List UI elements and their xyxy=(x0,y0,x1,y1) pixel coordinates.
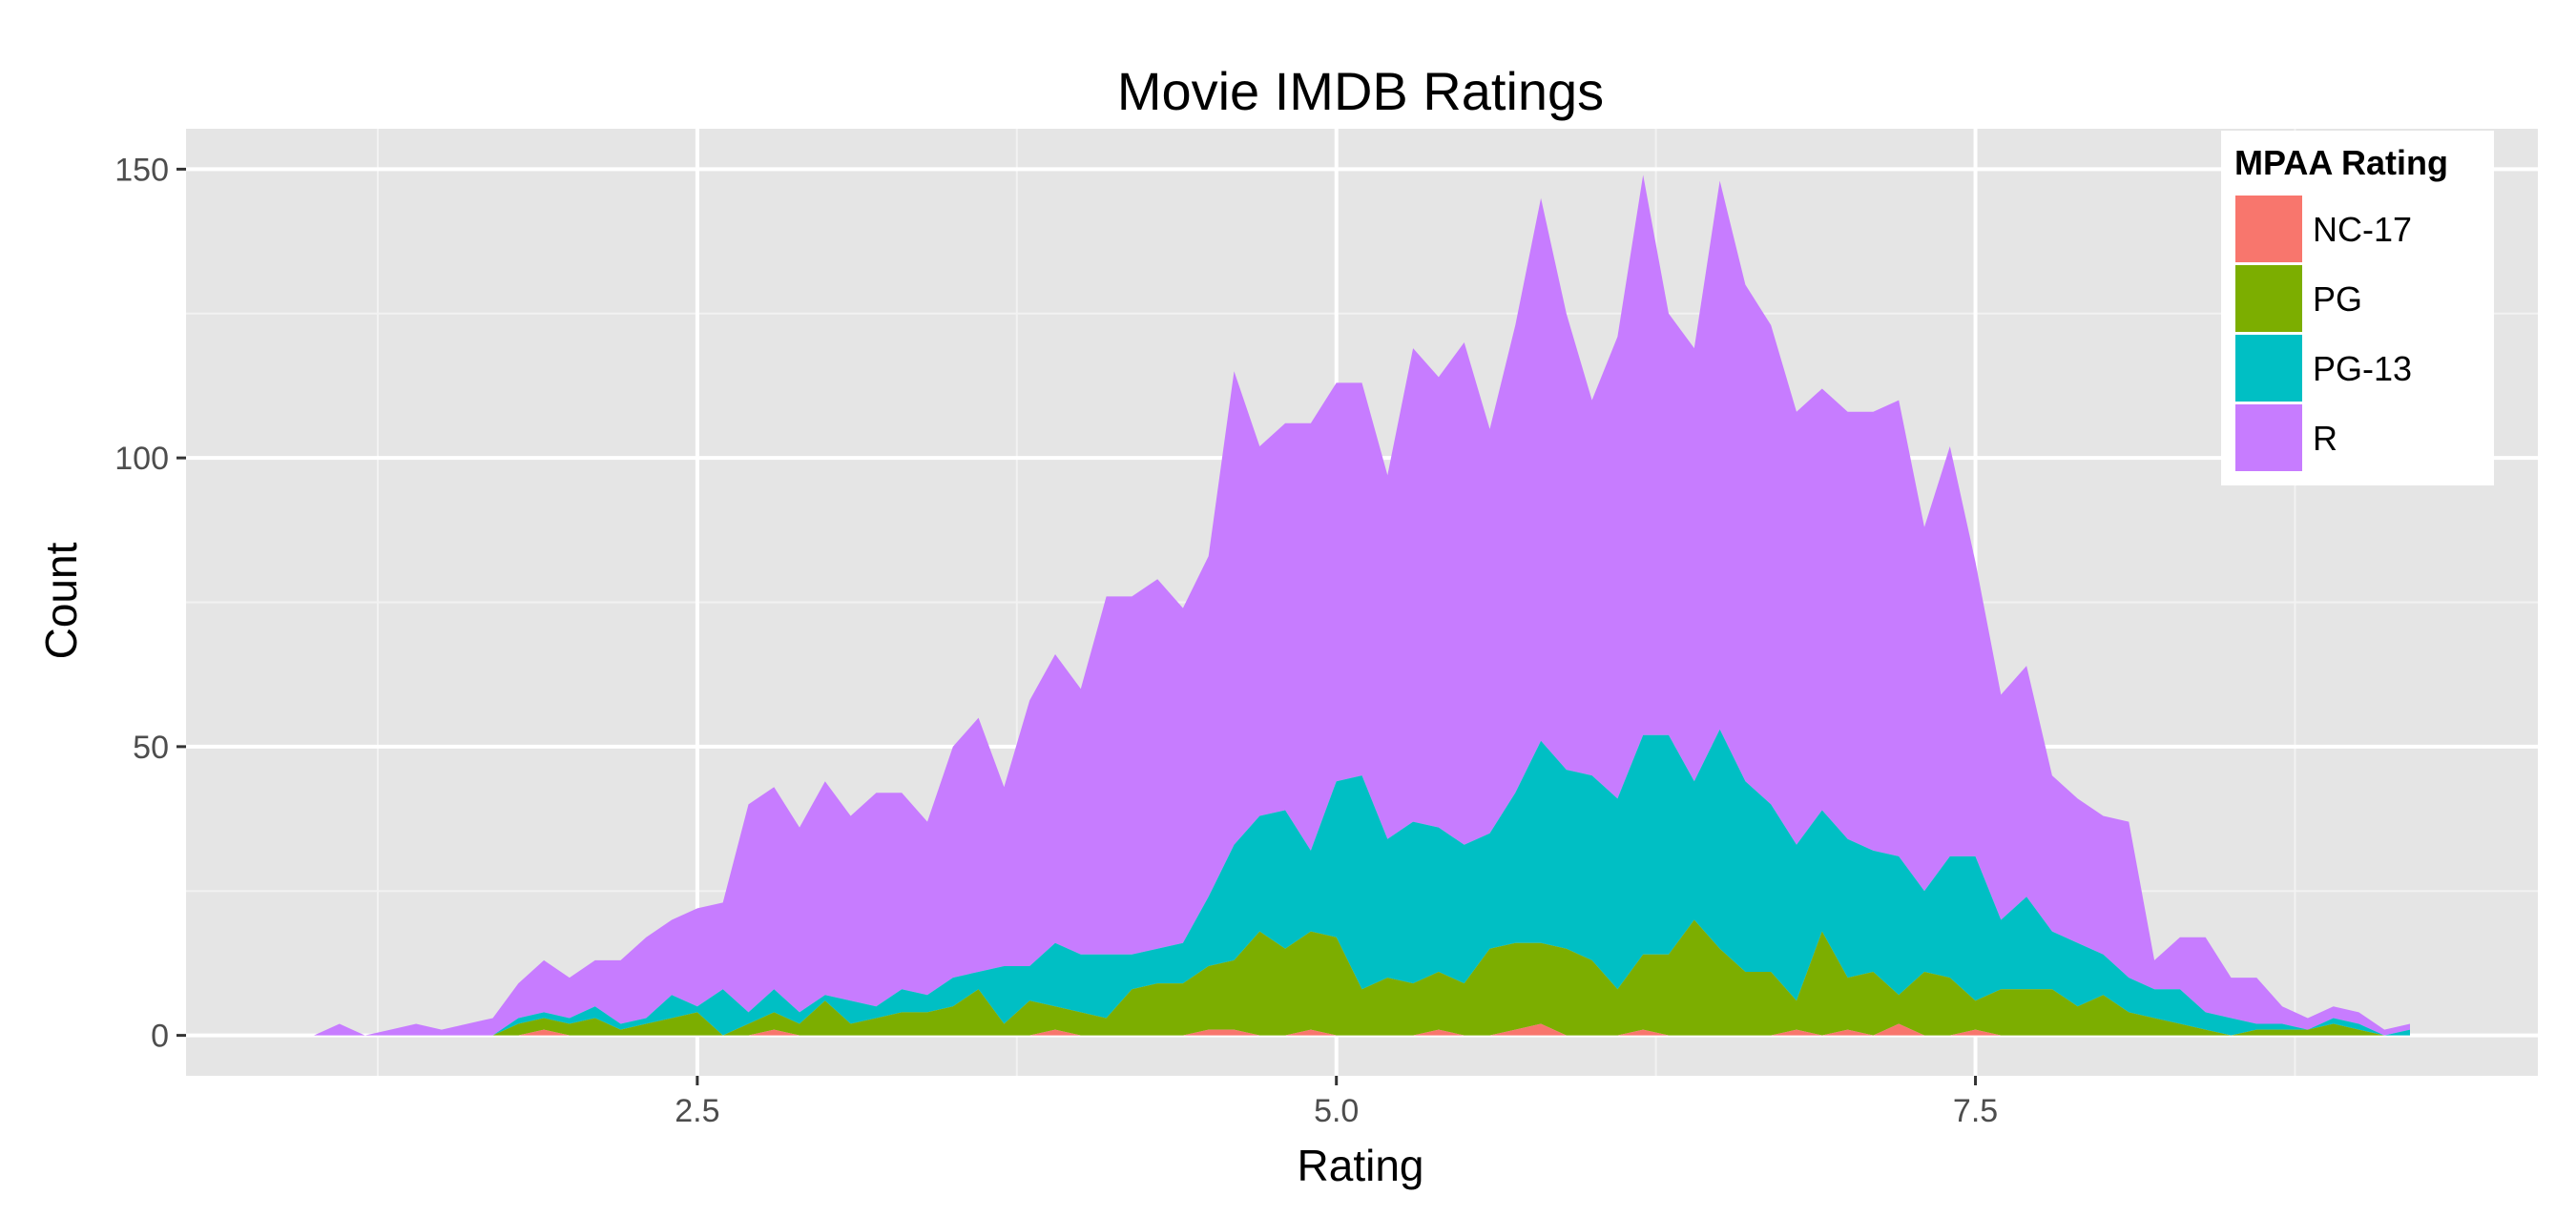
area-pg xyxy=(314,919,2410,1036)
legend-swatch-pg xyxy=(2235,265,2302,332)
area-pg-13 xyxy=(314,729,2410,1036)
x-axis-ticks: 2.5 5.0 7.5 xyxy=(675,1076,1998,1129)
legend-swatch-r xyxy=(2235,404,2302,471)
y-axis-title: Count xyxy=(36,542,86,659)
area-r xyxy=(314,175,2410,1036)
legend-items: NC-17 PG PG-13 R xyxy=(2235,196,2412,471)
x-tick-label: 2.5 xyxy=(675,1093,719,1129)
legend-label-nc-17: NC-17 xyxy=(2313,210,2412,249)
x-tick-label: 7.5 xyxy=(1953,1093,1998,1129)
chart-title: Movie IMDB Ratings xyxy=(1117,61,1604,121)
legend-label-r: R xyxy=(2313,419,2337,458)
legend-label-pg: PG xyxy=(2313,279,2362,319)
legend-swatch-nc-17 xyxy=(2235,196,2302,262)
y-tick-label: 150 xyxy=(114,152,169,188)
legend-title: MPAA Rating xyxy=(2234,143,2448,182)
legend-swatch-pg-13 xyxy=(2235,335,2302,402)
area-nc-17 xyxy=(314,1023,2410,1036)
x-tick-label: 5.0 xyxy=(1314,1093,1359,1129)
legend: MPAA Rating NC-17 PG PG-13 R xyxy=(2221,131,2494,485)
x-axis-title: Rating xyxy=(1298,1141,1424,1190)
legend-label-pg-13: PG-13 xyxy=(2313,349,2412,388)
y-axis-ticks: 0 50 100 150 xyxy=(114,152,186,1055)
y-tick-label: 100 xyxy=(114,441,169,477)
y-tick-label: 50 xyxy=(133,730,169,766)
area-series-group xyxy=(314,175,2410,1036)
y-tick-label: 0 xyxy=(151,1019,169,1055)
